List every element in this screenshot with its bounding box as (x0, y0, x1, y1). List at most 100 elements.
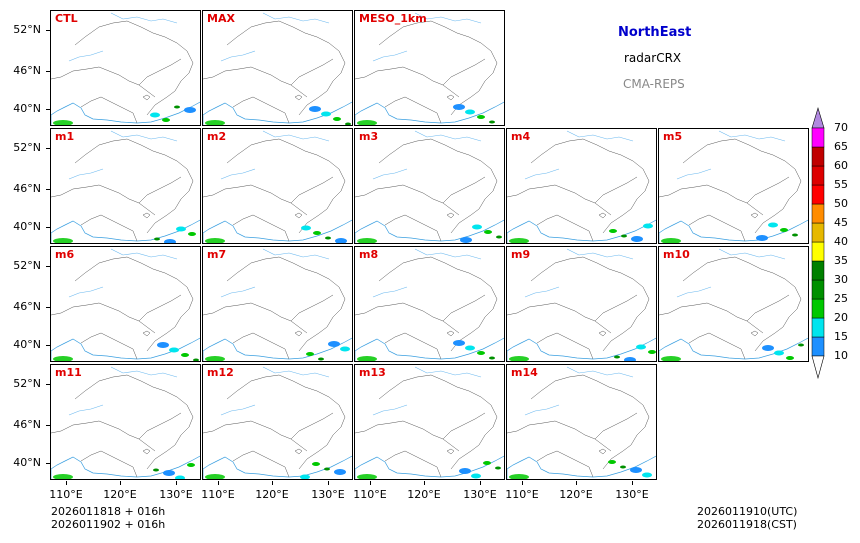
radar-echo (621, 234, 627, 238)
river (68, 50, 104, 62)
radar-echo (301, 225, 311, 231)
panel-label: m3 (359, 130, 379, 143)
province-border (80, 450, 138, 478)
province-border (384, 450, 442, 478)
radar-echo (335, 238, 347, 243)
radar-echo (357, 356, 377, 361)
radar-echo (774, 350, 784, 356)
lake (598, 448, 607, 455)
init-time-cst: 2026011902 + 016h (51, 518, 166, 531)
radar-echo (333, 117, 341, 121)
latitude-tick (46, 109, 50, 110)
colorbar-tick-label: 55 (834, 178, 848, 191)
province-border (203, 184, 308, 216)
coastline (203, 337, 352, 361)
colorbar-tick-label: 30 (834, 273, 848, 286)
radar-echo (154, 237, 160, 241)
longitude-label: 130°E (615, 488, 649, 501)
coastline (51, 455, 200, 479)
colorbar-tick-label: 10 (834, 349, 848, 362)
river (110, 366, 178, 378)
province-border (51, 302, 156, 334)
coastline (203, 455, 352, 479)
lake (142, 212, 151, 219)
colorbar-box (811, 203, 825, 224)
radar-echo (357, 120, 377, 125)
radar-echo (313, 231, 321, 235)
basemap (507, 248, 656, 361)
river (220, 286, 256, 298)
longitude-tick (480, 481, 481, 485)
radar-echo (608, 460, 616, 464)
colorbar-box (811, 222, 825, 243)
radar-echo (205, 474, 225, 479)
latitude-tick (46, 425, 50, 426)
radar-echo (459, 468, 471, 474)
longitude-label: 130°E (463, 488, 497, 501)
radar-echo (483, 461, 491, 465)
panel-m13: m13 (354, 364, 505, 480)
province-border (138, 176, 182, 204)
panel-m10: m10 (658, 246, 809, 362)
province-border (530, 374, 650, 470)
lake (142, 448, 151, 455)
coastline (355, 337, 504, 361)
radar-echo (495, 466, 501, 470)
longitude-tick (632, 481, 633, 485)
radar-echo (453, 104, 465, 110)
province-border (659, 302, 764, 334)
radar-echo (325, 236, 331, 240)
province-border (355, 420, 460, 452)
radar-echo (300, 474, 310, 479)
latitude-label: 40°N (13, 338, 41, 351)
province-border (80, 96, 138, 124)
init-time-utc: 2026011818 + 016h (51, 505, 166, 518)
basemap (355, 248, 504, 361)
radar-echo (609, 229, 617, 233)
river (110, 130, 178, 142)
river (414, 248, 482, 260)
basemap (507, 130, 656, 243)
colorbar-box (811, 279, 825, 300)
province-border (138, 58, 182, 86)
coastline (355, 219, 504, 243)
panel-label: m13 (359, 366, 386, 379)
coastline (507, 337, 656, 361)
colorbar-box (811, 260, 825, 281)
province-border (290, 412, 334, 440)
river (68, 286, 104, 298)
radar-echo (460, 237, 472, 243)
latitude-tick (46, 345, 50, 346)
panel-m9: m9 (506, 246, 657, 362)
longitude-label: 110°E (353, 488, 387, 501)
longitude-tick (272, 481, 273, 485)
province-border (232, 450, 290, 478)
radar-echo (620, 465, 626, 469)
radar-echo (786, 356, 794, 360)
province-border (355, 66, 460, 98)
panel-label: m14 (511, 366, 538, 379)
province-border (74, 256, 194, 352)
province-border (536, 214, 594, 242)
latitude-tick (46, 30, 50, 31)
radar-echo (792, 233, 798, 237)
radar-echo (509, 474, 529, 479)
radar-echo (465, 109, 475, 115)
longitude-label: 120°E (103, 488, 137, 501)
latitude-label: 46°N (13, 64, 41, 77)
lake (294, 94, 303, 101)
radar-echo (472, 224, 482, 230)
longitude-tick (328, 481, 329, 485)
river (68, 404, 104, 416)
colorbar-tick-label: 25 (834, 292, 848, 305)
longitude-tick (120, 481, 121, 485)
province-border (530, 138, 650, 234)
panel-label: m4 (511, 130, 531, 143)
coastline (355, 101, 504, 125)
latitude-label: 40°N (13, 220, 41, 233)
radar-echo (318, 357, 324, 361)
colorbar-tick-label: 50 (834, 197, 848, 210)
panel-label: MAX (207, 12, 235, 25)
province-border (594, 176, 638, 204)
basemap (51, 366, 200, 479)
